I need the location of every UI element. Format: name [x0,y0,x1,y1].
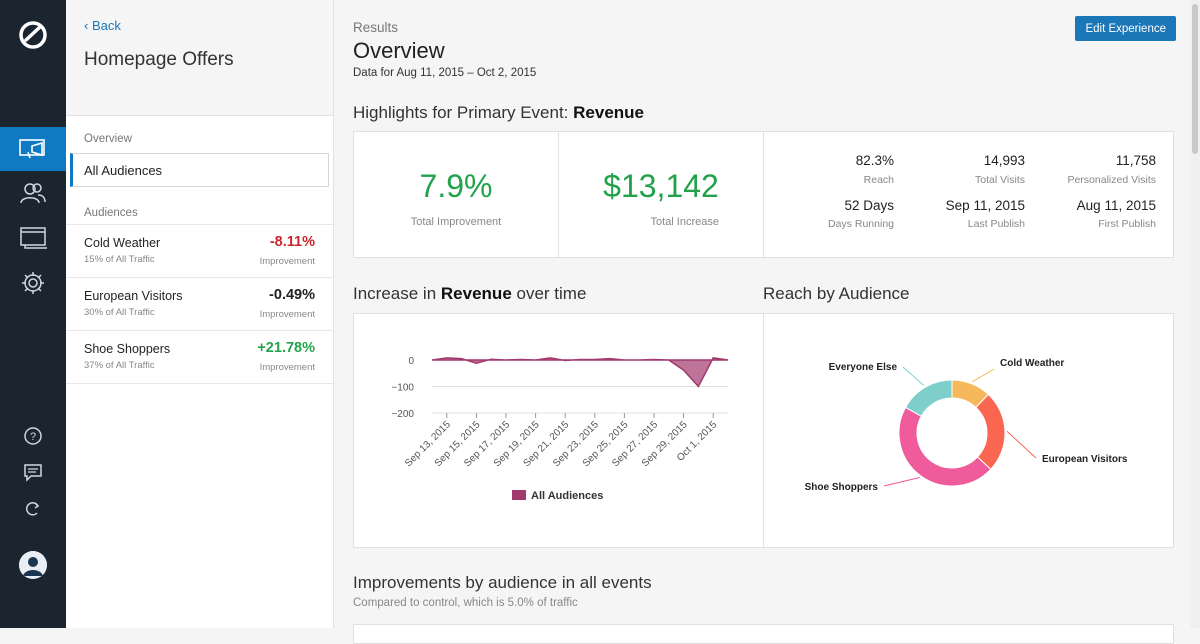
donut-leader-line [902,366,925,387]
total-improvement-label: Total Improvement [410,216,502,228]
area-series-all-audiences [431,357,729,388]
audience-row[interactable]: Cold Weather 15% of All Traffic -8.11% Impr… [66,225,333,278]
donut-label: Everyone Else [829,362,898,373]
improvements-heading: Improvements by audience in all events [353,573,652,592]
highlights-heading: Highlights for Primary Event: Revenue [353,103,644,123]
legend-swatch [512,490,526,500]
sidebar-item-all-audiences[interactable]: All Audiences [70,153,329,187]
donut-slice-european-visitors [975,393,1006,470]
last-publish-label: Last Publish [967,218,1025,230]
donut-label: Cold Weather [1000,358,1064,369]
audience-improvement-label: Improvement [259,362,315,373]
feedback-icon [24,464,42,482]
audience-improvement-value: -8.11% [269,234,315,250]
campaigns-icon [19,139,45,159]
audience-traffic: 15% of All Traffic [84,254,155,265]
highlights-event: Revenue [573,103,645,122]
help-icon: ? [24,427,42,445]
donut-label: European Visitors [1042,454,1128,465]
personalized-visits-value: 11,758 [1115,153,1156,168]
reach-donut-chart: Cold Weather European Visitors Shoe Shoppe… [805,358,1128,493]
donut-leader-line [883,477,920,487]
improvements-subtitle: Compared to control, which is 5.0% of tr… [353,597,578,609]
y-tick-label: −200 [391,409,414,420]
nav-campaigns[interactable] [0,127,66,171]
total-increase-value: $13,142 [603,168,719,204]
date-range: Data for Aug 11, 2015 – Oct 2, 2015 [353,67,537,79]
user-avatar[interactable] [19,551,47,579]
layouts-icon [20,227,47,249]
user-avatar-icon [19,551,47,579]
audience-traffic: 30% of All Traffic [84,307,155,318]
experience-sidebar: ‹ Back Homepage Offers Overview All Audi… [66,0,334,628]
improvements-panel [353,624,1174,644]
sidebar-header: ‹ Back Homepage Offers [66,0,333,116]
total-visits-value: 14,993 [983,153,1025,168]
audience-improvement-value: -0.49% [269,287,315,303]
donut-slice-shoe-shoppers [898,406,992,487]
back-link[interactable]: ‹ Back [84,18,121,33]
nav-refresh[interactable] [0,493,66,523]
audience-improvement-label: Improvement [259,256,315,267]
personalized-visits-label: Personalized Visits [1067,174,1156,186]
experience-title: Homepage Offers [84,49,234,70]
highlights-prefix: Highlights for Primary Event: [353,103,569,122]
page-scrollbar[interactable] [1190,0,1200,628]
nav-layouts[interactable] [0,215,66,259]
nav-help[interactable]: ? [0,421,66,451]
nav-settings[interactable] [0,261,66,305]
legend-label: All Audiences [531,490,603,502]
nav-feedback[interactable] [0,457,66,487]
audience-improvement-value: +21.78% [257,340,315,356]
reach-heading: Reach by Audience [763,284,910,303]
main-content: Results Overview Data for Aug 11, 2015 –… [334,0,1190,644]
refresh-icon [25,502,40,516]
reach-label: Reach [863,174,894,186]
first-publish-label: First Publish [1098,218,1156,230]
audience-improvement-label: Improvement [259,309,315,320]
y-tick-label: 0 [408,356,414,367]
scrollbar-thumb[interactable] [1192,4,1198,154]
increase-suffix: over time [516,284,587,303]
audience-name: European Visitors [84,289,183,303]
primary-nav: ? [0,0,66,628]
charts-panel: 0 −100 −200 Sep 13, 2015 Sep 15, 2015 Sep 17,… [353,313,1174,548]
first-publish-value: Aug 11, 2015 [1076,198,1156,213]
audience-row[interactable]: Shoe Shoppers 37% of All Traffic +21.78% Im… [66,331,333,384]
nav-audiences[interactable] [0,171,66,215]
audience-traffic: 37% of All Traffic [84,360,155,371]
overview-section-label: Overview [84,133,132,145]
y-tick-label: −100 [391,383,414,394]
page-title: Overview [353,38,445,63]
breadcrumb: Results [353,20,399,35]
last-publish-value: Sep 11, 2015 [945,198,1025,213]
donut-leader-line [971,368,995,383]
audiences-icon [20,183,46,204]
app-logo-icon[interactable] [16,18,50,52]
total-improvement-value: 7.9% [419,168,493,204]
audience-list: Cold Weather 15% of All Traffic -8.11% Impr… [66,225,333,384]
audience-name: Shoe Shoppers [84,342,171,356]
svg-text:?: ? [30,431,36,443]
days-running-label: Days Running [828,218,894,230]
total-visits-label: Total Visits [975,174,1025,186]
donut-label: Shoe Shoppers [805,482,879,493]
audiences-section-label: Audiences [84,207,138,219]
donut-slice-everyone-else [904,379,953,417]
donut-leader-line [1006,430,1037,459]
reach-value: 82.3% [855,153,894,168]
edit-experience-button[interactable]: Edit Experience [1075,16,1176,41]
settings-icon [22,272,44,294]
audience-name: Cold Weather [84,236,161,250]
increase-heading: Increase in Revenue over time [353,284,586,304]
total-increase-label: Total Increase [650,216,719,228]
highlights-panel: 7.9% Total Improvement $13,142 Total Inc… [353,131,1174,258]
increase-prefix: Increase in [353,284,437,303]
days-running-value: 52 Days [844,198,894,213]
increase-event: Revenue [440,284,512,303]
audience-row[interactable]: European Visitors 30% of All Traffic -0.49… [66,278,333,331]
